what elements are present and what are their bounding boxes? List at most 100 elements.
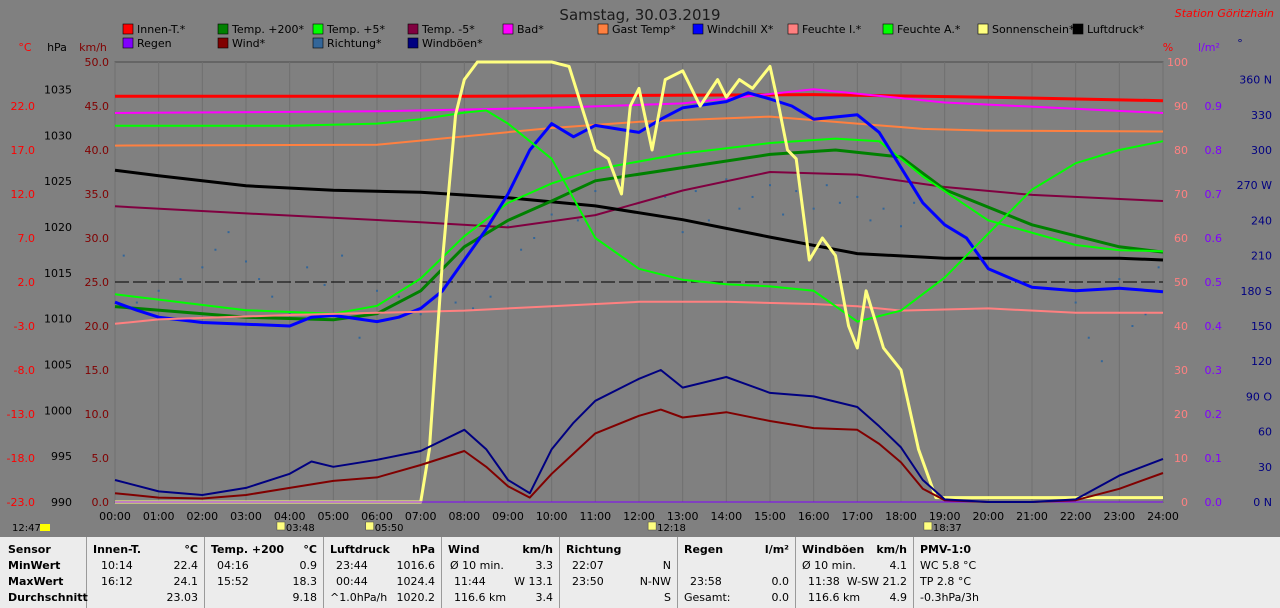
x-tick: 23:00	[1103, 510, 1135, 523]
innen-avg: 23.03	[166, 591, 199, 604]
x-tick: 09:00	[492, 510, 524, 523]
speed-tick: 10.0	[85, 408, 110, 421]
luftdruck-min-val: 1016.6	[396, 559, 436, 572]
pmv-trend: -0.3hPa/3h	[920, 591, 979, 604]
x-tick: 06:00	[361, 510, 393, 523]
direction-point	[725, 178, 728, 181]
direction-tick: 240	[1251, 214, 1272, 227]
legend-swatch	[1072, 23, 1084, 35]
regen-unit: l/m²	[764, 543, 789, 556]
temp200-max-time: 15:52	[217, 575, 249, 588]
temp-tick: 17.0	[11, 144, 36, 157]
x-tick: 03:00	[230, 510, 262, 523]
wind-max-val: W 13.1	[514, 575, 553, 588]
legend-swatch	[312, 23, 324, 35]
direction-point	[795, 190, 798, 193]
boeen-avg: 4.9	[889, 591, 908, 604]
pressure-tick: 990	[51, 496, 72, 509]
direction-point	[681, 231, 684, 234]
x-tick: 12:00	[623, 510, 655, 523]
sun-marker-icon	[276, 521, 286, 531]
temp-tick: 2.0	[18, 276, 36, 289]
plot-area	[114, 60, 1164, 504]
chart-title: Samstag, 30.03.2019	[559, 6, 720, 24]
direction-point	[856, 195, 859, 198]
regen-total-val: 0.0	[771, 591, 790, 604]
direction-point	[576, 219, 579, 222]
direction-point	[1100, 360, 1103, 363]
x-tick: 14:00	[710, 510, 742, 523]
temp200-title: Temp. +200	[211, 543, 285, 556]
wind-unit: km/h	[522, 543, 553, 556]
rain-tick: 0.1	[1205, 452, 1223, 465]
clock-sun-icon	[40, 524, 50, 531]
luftdruck-unit: hPa	[411, 543, 435, 556]
stats-avg-label: Durchschnitt	[8, 591, 88, 604]
luftdruck-trend: ^1.0hPa/h	[330, 591, 388, 604]
rain-unit-label: l/m²	[1198, 41, 1220, 54]
stats-min-label: MinWert	[8, 559, 61, 572]
richtung-val2: N-NW	[639, 575, 671, 588]
temp200-min-val: 0.9	[299, 559, 318, 572]
x-tick: 13:00	[667, 510, 699, 523]
stats-col-pmv: PMV-1:0 WC 5.8 °C TP 2.8 °C -0.3hPa/3h	[914, 537, 1024, 608]
richtung-val3: S	[664, 591, 671, 604]
sun-time-label: 05:50	[375, 523, 404, 534]
speed-tick: 40.0	[85, 144, 110, 157]
regen-time: 23:58	[690, 575, 722, 588]
direction-point	[913, 201, 916, 204]
speed-tick: 35.0	[85, 188, 110, 201]
temp200-max-val: 18.3	[292, 575, 318, 588]
direction-tick: 270 W	[1237, 179, 1272, 192]
pressure-tick: 1000	[44, 404, 72, 417]
direction-point	[472, 307, 475, 310]
rain-tick: 0.8	[1205, 144, 1223, 157]
x-tick: 19:00	[929, 510, 961, 523]
luftdruck-min-time: 23:44	[336, 559, 368, 572]
direction-point	[1118, 278, 1121, 281]
legend-swatch	[122, 23, 134, 35]
legend-swatch	[502, 23, 514, 35]
humidity-tick: 50	[1174, 276, 1188, 289]
direction-tick: 30	[1258, 461, 1272, 474]
regen-val: 0.0	[771, 575, 790, 588]
pmv-wc: WC 5.8 °C	[920, 559, 977, 572]
series-line	[114, 91, 1164, 328]
left-axes: °C hPa km/h 22.0 17.0 12.0 7.0 2.0 -3.0 -8.0 -13.0…	[7, 41, 109, 509]
temp200-avg: 9.18	[292, 591, 318, 604]
pressure-tick: 1010	[44, 313, 72, 326]
direction-point	[738, 207, 741, 210]
sun-marker-icon	[923, 521, 933, 531]
stats-col-wind: Wind km/h Ø 10 min. 3.3 11:44 W 13.1 116…	[442, 537, 560, 608]
clock-label: 12:47	[12, 523, 41, 534]
x-tick: 17:00	[841, 510, 873, 523]
legend-swatch	[407, 37, 419, 49]
direction-point	[419, 313, 422, 316]
speed-tick: 20.0	[85, 320, 110, 333]
legend-label: Gast Temp*	[612, 23, 676, 36]
stats-max-label: MaxWert	[8, 575, 64, 588]
legend-label: Temp. +5*	[326, 23, 386, 36]
sun-markers: 03:48 05:50 12:18 18:37	[276, 521, 962, 534]
legend-label: Regen	[137, 37, 172, 50]
series-line	[114, 115, 1164, 147]
weather-chart: Samstag, 30.03.2019 Station Göritzhain I…	[7, 6, 1274, 534]
direction-point	[882, 207, 885, 210]
legend-label: Temp. -5*	[421, 23, 475, 36]
direction-point	[397, 295, 400, 298]
stats-col-richtung: Richtung 22:07 N 23:50 N-NW S	[560, 537, 678, 608]
wind-distance: 116.6 km	[454, 591, 507, 604]
pressure-tick: 1025	[44, 175, 72, 188]
legend-label: Luftdruck*	[1087, 23, 1145, 36]
legend-label: Innen-T.*	[137, 23, 186, 36]
direction-point	[227, 231, 230, 234]
direction-point	[245, 260, 247, 263]
stats-col-boeen: Windböen km/h Ø 10 min. 4.1 11:38 W-SW 2…	[796, 537, 914, 608]
speed-tick: 50.0	[85, 56, 110, 69]
pressure-tick: 1015	[44, 267, 72, 280]
pressure-unit-label: hPa	[47, 41, 67, 54]
legend-swatch	[787, 23, 799, 35]
direction-point	[1087, 336, 1090, 339]
direction-point	[376, 289, 378, 292]
speed-tick: 30.0	[85, 232, 110, 245]
